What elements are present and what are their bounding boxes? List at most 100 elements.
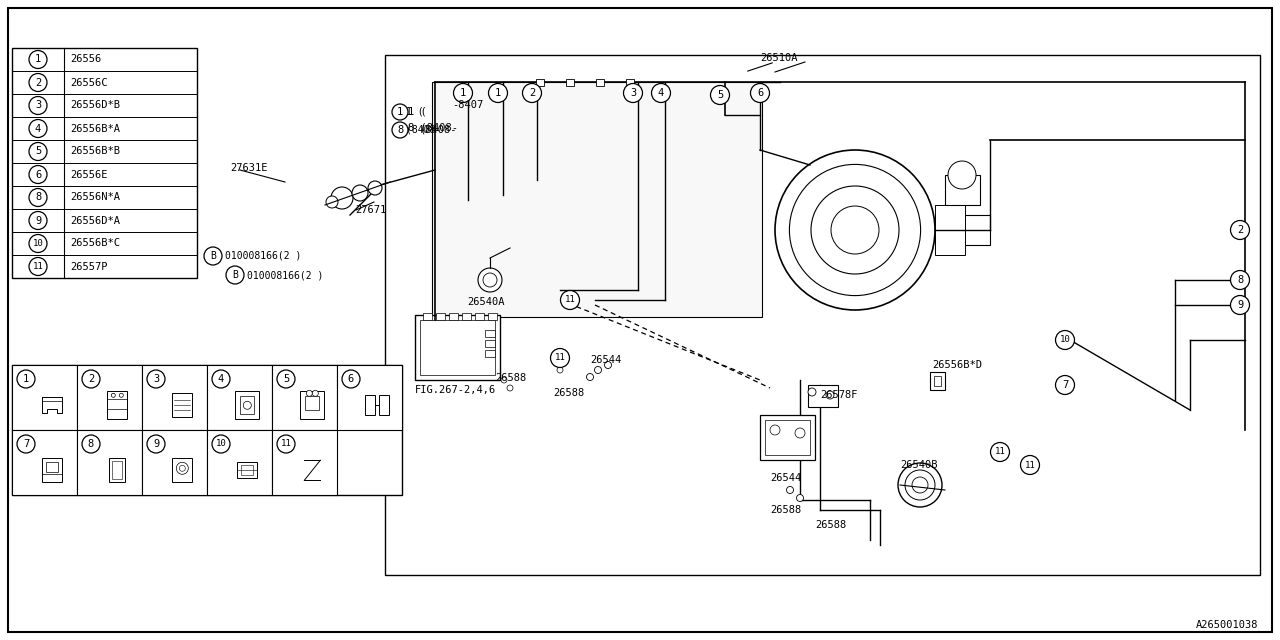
Circle shape (392, 104, 408, 120)
Circle shape (227, 266, 244, 284)
Text: 26556D*A: 26556D*A (70, 216, 120, 225)
Circle shape (1230, 271, 1249, 289)
Text: 010008166(2 ): 010008166(2 ) (225, 251, 301, 261)
Text: 6: 6 (35, 170, 41, 179)
Text: 7: 7 (1062, 380, 1068, 390)
Text: 2: 2 (35, 77, 41, 88)
Circle shape (623, 83, 643, 102)
Text: 26556N*A: 26556N*A (70, 193, 120, 202)
Text: 26556B*A: 26556B*A (70, 124, 120, 134)
Bar (237, 462, 257, 478)
Text: 26544: 26544 (771, 473, 801, 483)
Bar (596, 79, 604, 86)
Circle shape (604, 362, 612, 369)
Text: 11: 11 (32, 262, 44, 271)
Circle shape (1230, 296, 1249, 314)
Circle shape (557, 367, 563, 373)
Circle shape (911, 477, 928, 493)
Text: 1: 1 (23, 374, 29, 384)
Circle shape (710, 86, 730, 104)
Text: 11: 11 (1024, 461, 1036, 470)
Circle shape (17, 435, 35, 453)
Text: 26556: 26556 (70, 54, 101, 65)
Text: 1 (: 1 ( (406, 107, 424, 117)
Circle shape (453, 83, 472, 102)
Circle shape (276, 370, 294, 388)
Circle shape (1230, 221, 1249, 239)
Circle shape (29, 120, 47, 138)
Circle shape (29, 166, 47, 184)
Bar (108, 391, 127, 419)
Bar (142, 430, 207, 495)
Circle shape (507, 385, 513, 391)
Text: 11: 11 (554, 353, 566, 362)
Text: FIG.267-2,4,6: FIG.267-2,4,6 (415, 385, 497, 395)
Text: 26556E: 26556E (70, 170, 108, 179)
Text: 26556D*B: 26556D*B (70, 100, 120, 111)
Circle shape (369, 181, 381, 195)
Text: B: B (210, 251, 216, 261)
Bar (173, 458, 192, 483)
Text: 26588: 26588 (771, 505, 801, 515)
Text: 3: 3 (630, 88, 636, 98)
Circle shape (750, 83, 769, 102)
Text: (8408-: (8408- (420, 125, 457, 135)
Circle shape (17, 370, 35, 388)
Text: 11: 11 (995, 447, 1005, 456)
Circle shape (831, 206, 879, 254)
Circle shape (812, 186, 899, 274)
Bar (337, 365, 402, 430)
Circle shape (786, 486, 794, 493)
Circle shape (312, 390, 319, 396)
Text: 26588: 26588 (815, 520, 846, 530)
Circle shape (795, 428, 805, 438)
Bar (485, 350, 495, 357)
Bar (273, 365, 337, 430)
Circle shape (147, 435, 165, 453)
Circle shape (796, 495, 804, 502)
Circle shape (522, 83, 541, 102)
Text: 9: 9 (152, 439, 159, 449)
Circle shape (212, 435, 230, 453)
Circle shape (29, 143, 47, 161)
Circle shape (991, 442, 1010, 461)
Bar (12, 48, 197, 278)
Bar (207, 365, 273, 430)
Text: 4: 4 (218, 374, 224, 384)
Text: 1: 1 (35, 54, 41, 65)
Circle shape (489, 83, 507, 102)
Circle shape (111, 394, 115, 397)
Bar (462, 313, 471, 320)
Bar (241, 396, 255, 414)
Bar (934, 215, 989, 245)
Bar (77, 430, 142, 495)
Bar (765, 420, 810, 455)
Bar (385, 55, 1260, 575)
Text: 1: 1 (495, 88, 502, 98)
Bar (242, 465, 253, 476)
Bar (485, 340, 495, 347)
Circle shape (550, 349, 570, 367)
Circle shape (29, 234, 47, 253)
Bar (566, 79, 573, 86)
Text: 10: 10 (215, 440, 227, 449)
Text: 26556B*C: 26556B*C (70, 239, 120, 248)
Text: 6: 6 (756, 88, 763, 98)
Text: 8: 8 (1236, 275, 1243, 285)
Circle shape (332, 187, 353, 209)
Text: 010008166(2 ): 010008166(2 ) (247, 270, 324, 280)
Circle shape (561, 291, 580, 310)
Circle shape (212, 370, 230, 388)
Bar (808, 385, 838, 407)
Text: 26578F: 26578F (820, 390, 858, 400)
Bar (931, 372, 945, 390)
Bar (365, 396, 375, 415)
Text: 26510A: 26510A (760, 53, 797, 63)
Bar (306, 396, 319, 410)
Bar (12, 365, 77, 430)
Circle shape (790, 164, 920, 296)
Circle shape (774, 150, 934, 310)
Circle shape (1056, 376, 1074, 394)
Text: 27671: 27671 (355, 205, 387, 215)
Bar (207, 430, 273, 495)
